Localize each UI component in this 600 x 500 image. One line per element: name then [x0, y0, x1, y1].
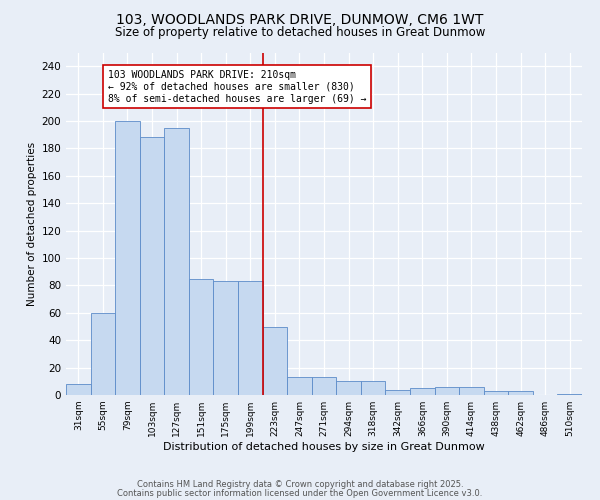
- Bar: [361, 382, 385, 395]
- Text: 103, WOODLANDS PARK DRIVE, DUNMOW, CM6 1WT: 103, WOODLANDS PARK DRIVE, DUNMOW, CM6 1…: [116, 12, 484, 26]
- Bar: [385, 390, 410, 395]
- Bar: [91, 313, 115, 395]
- Bar: [263, 326, 287, 395]
- Bar: [508, 391, 533, 395]
- Bar: [312, 377, 336, 395]
- Y-axis label: Number of detached properties: Number of detached properties: [27, 142, 37, 306]
- Bar: [164, 128, 189, 395]
- Bar: [140, 138, 164, 395]
- Bar: [66, 384, 91, 395]
- Bar: [287, 377, 312, 395]
- Text: 103 WOODLANDS PARK DRIVE: 210sqm
← 92% of detached houses are smaller (830)
8% o: 103 WOODLANDS PARK DRIVE: 210sqm ← 92% o…: [108, 70, 366, 104]
- Bar: [410, 388, 434, 395]
- Bar: [336, 382, 361, 395]
- Bar: [238, 282, 263, 395]
- Bar: [434, 387, 459, 395]
- Bar: [484, 391, 508, 395]
- Bar: [557, 394, 582, 395]
- Text: Size of property relative to detached houses in Great Dunmow: Size of property relative to detached ho…: [115, 26, 485, 39]
- Bar: [214, 282, 238, 395]
- Bar: [115, 121, 140, 395]
- Bar: [189, 278, 214, 395]
- Text: Contains public sector information licensed under the Open Government Licence v3: Contains public sector information licen…: [118, 489, 482, 498]
- Bar: [459, 387, 484, 395]
- Text: Contains HM Land Registry data © Crown copyright and database right 2025.: Contains HM Land Registry data © Crown c…: [137, 480, 463, 489]
- X-axis label: Distribution of detached houses by size in Great Dunmow: Distribution of detached houses by size …: [163, 442, 485, 452]
